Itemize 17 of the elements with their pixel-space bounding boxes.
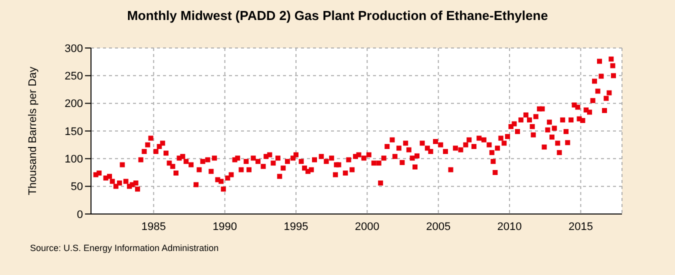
source-note: Source: U.S. Energy Information Administration xyxy=(30,243,219,253)
y-tick-label: 0 xyxy=(76,208,83,221)
y-tick-label: 50 xyxy=(70,181,83,194)
y-tick-label: 100 xyxy=(64,154,83,166)
x-tick-label: 1995 xyxy=(284,220,308,233)
y-tick-label: 250 xyxy=(64,70,83,83)
x-tick-label: 2010 xyxy=(497,220,522,233)
x-tick-label: 2000 xyxy=(354,220,380,233)
chart-title: Monthly Midwest (PADD 2) Gas Plant Production of Ethane-Ethylene xyxy=(126,8,549,23)
y-tick-label: 150 xyxy=(64,126,83,138)
y-axis-title: Thousand Barrels per Day xyxy=(26,66,39,196)
y-tick-label: 200 xyxy=(64,98,83,110)
x-tick-label: 2005 xyxy=(426,220,451,233)
x-tick-label: 2015 xyxy=(568,220,593,233)
x-tick-label: 1990 xyxy=(212,220,238,233)
y-tick-label: 300 xyxy=(64,42,83,55)
x-tick-label: 1985 xyxy=(141,220,166,233)
